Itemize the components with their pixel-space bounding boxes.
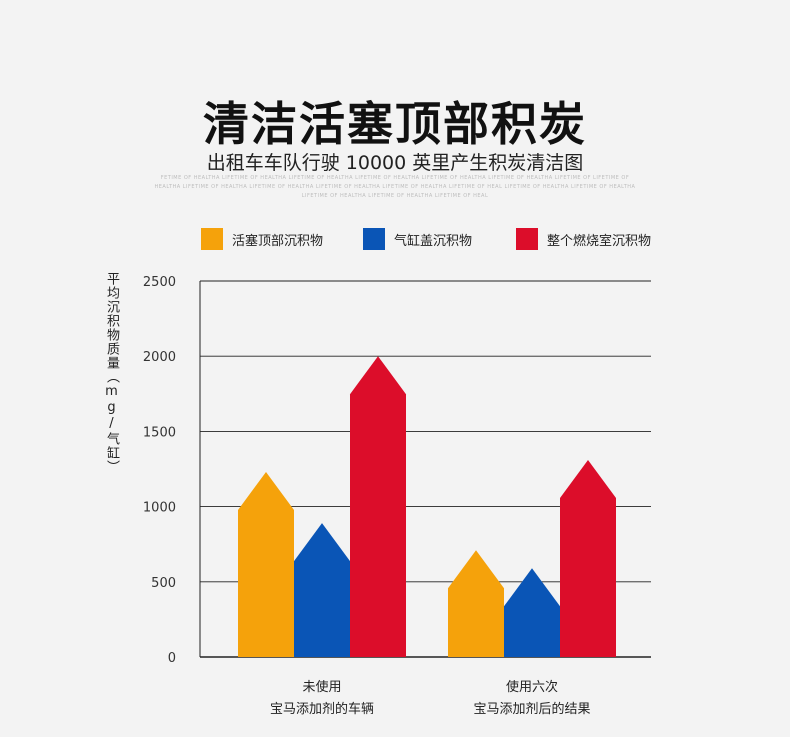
category-label: 宝马添加剂的车辆 [270, 701, 374, 717]
y-tick-label: 2500 [143, 275, 176, 290]
category-label: 宝马添加剂后的结果 [473, 701, 590, 717]
y-axis-label: 平均沉积物质量（mg/气缸） [104, 272, 119, 474]
bar [560, 459, 616, 657]
legend-swatch-blue [363, 228, 385, 250]
y-tick-label: 2000 [143, 350, 176, 365]
legend: 活塞顶部沉积物 气缸盖沉积物 整个燃烧室沉积物 [0, 228, 790, 254]
bar [294, 523, 350, 657]
legend-item-piston-top: 活塞顶部沉积物 [201, 228, 323, 250]
category-label: 使用六次 [506, 679, 558, 695]
legend-item-cylinder-head: 气缸盖沉积物 [363, 228, 472, 250]
bar [238, 472, 294, 657]
bar [504, 568, 560, 657]
chart-title: 清洁活塞顶部积炭 [203, 97, 587, 151]
y-tick-label: 1000 [143, 501, 176, 516]
y-tick-label: 500 [151, 576, 176, 591]
legend-label: 整个燃烧室沉积物 [547, 233, 652, 249]
watermark-text: FETIME OF HEALTHA LIFETIME OF HEALTHA LI… [154, 175, 636, 199]
y-tick-labels: 0 500 1000 1500 2000 2500 [143, 275, 176, 666]
bar-layer [238, 356, 616, 657]
legend-item-combustion-chamber: 整个燃烧室沉积物 [516, 228, 651, 250]
y-tick-label: 1500 [143, 425, 176, 440]
chart-subtitle: 出租车车队行驶 10000 英里产生积炭清洁图 [206, 152, 584, 174]
legend-label: 气缸盖沉积物 [394, 233, 473, 249]
legend-label: 活塞顶部沉积物 [232, 233, 324, 249]
legend-swatch-orange [201, 228, 223, 250]
legend-swatch-red [516, 228, 538, 250]
y-tick-label: 0 [168, 651, 176, 666]
bar [350, 356, 406, 657]
bar [448, 550, 504, 657]
category-label: 未使用 [302, 679, 341, 695]
